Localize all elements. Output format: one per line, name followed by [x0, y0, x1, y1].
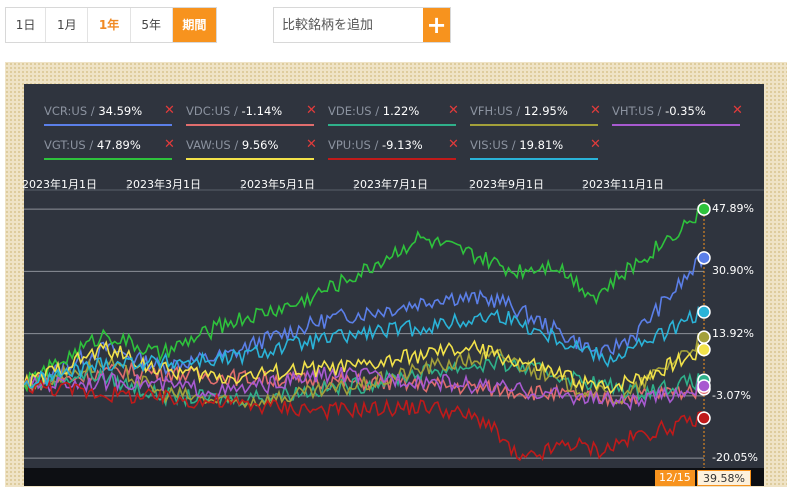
- legend-item-vcr-us: VCR:US / 34.59% ✕: [44, 103, 175, 126]
- legend-line: [328, 124, 456, 126]
- legend-value: 47.89%: [96, 138, 141, 152]
- series-end-marker: [697, 330, 711, 344]
- legend-item-vpu-us: VPU:US / -9.13% ✕: [328, 137, 459, 160]
- legend-ticker: VHT:US /: [612, 104, 666, 118]
- legend-item-vis-us: VIS:US / 19.81% ✕: [470, 137, 601, 160]
- period-selector: 1日 1月 1年 5年 期間: [5, 7, 217, 43]
- y-tick-label: -20.05%: [712, 451, 758, 465]
- remove-series-icon[interactable]: ✕: [164, 137, 175, 152]
- legend-line: [186, 124, 314, 126]
- legend-value: 34.59%: [98, 104, 143, 118]
- add-ticker-input[interactable]: [274, 8, 423, 42]
- legend-ticker: VIS:US /: [470, 138, 520, 152]
- legend-ticker: VCR:US /: [44, 104, 99, 118]
- legend-ticker: VAW:US /: [186, 138, 242, 152]
- series-end-marker: [697, 411, 711, 425]
- legend-item-vdc-us: VDC:US / -1.14% ✕: [186, 103, 317, 126]
- remove-series-icon[interactable]: ✕: [448, 137, 459, 152]
- series-line-vht-us: [24, 366, 705, 412]
- chart-plot: [24, 184, 764, 469]
- legend-line: [186, 158, 314, 160]
- remove-series-icon[interactable]: ✕: [590, 137, 601, 152]
- period-1d-button[interactable]: 1日: [6, 8, 47, 42]
- legend-ticker: VPU:US /: [328, 138, 382, 152]
- remove-series-icon[interactable]: ✕: [448, 103, 459, 118]
- period-custom-button[interactable]: 期間: [172, 8, 216, 42]
- series-line-vis-us: [24, 305, 705, 389]
- crosshair-value-label: 39.58%: [697, 470, 751, 486]
- add-ticker-button[interactable]: +: [423, 8, 450, 42]
- legend-value: -9.13%: [382, 138, 423, 152]
- legend-line: [470, 124, 598, 126]
- legend-value: 19.81%: [519, 138, 564, 152]
- legend-value: -1.14%: [241, 104, 283, 118]
- add-ticker-box: +: [273, 7, 451, 43]
- legend-line: [44, 124, 172, 126]
- legend-item-vht-us: VHT:US / -0.35% ✕: [612, 103, 743, 126]
- y-tick-label: 13.92%: [712, 326, 754, 340]
- series-end-marker: [697, 379, 711, 393]
- x-tick-label: 2023年3月1日: [126, 178, 201, 191]
- legend-value: 1.22%: [382, 104, 420, 118]
- legend-item-vfh-us: VFH:US / 12.95% ✕: [470, 103, 601, 126]
- series-end-marker: [697, 305, 711, 319]
- period-5y-button[interactable]: 5年: [131, 8, 173, 42]
- y-tick-label: 47.89%: [712, 202, 754, 216]
- x-tick-label: 2023年5月1日: [240, 178, 315, 191]
- remove-series-icon[interactable]: ✕: [590, 103, 601, 118]
- series-end-marker: [697, 251, 711, 265]
- legend-ticker: VDC:US /: [186, 104, 242, 118]
- x-tick-label: 2023年11月1日: [582, 178, 664, 191]
- series-line-vfh-us: [24, 332, 705, 409]
- legend-line: [612, 124, 740, 126]
- x-tick-label: 2023年1月1日: [22, 178, 97, 191]
- series-line-vgt-us: [24, 204, 705, 393]
- remove-series-icon[interactable]: ✕: [732, 103, 743, 118]
- legend-line: [44, 158, 172, 160]
- legend-ticker: VFH:US /: [470, 104, 524, 118]
- x-tick-label: 2023年7月1日: [353, 178, 428, 191]
- series-end-marker: [697, 202, 711, 216]
- legend-line: [328, 158, 456, 160]
- series-line-vpu-us: [24, 377, 705, 462]
- chart-footer: [24, 468, 764, 486]
- y-tick-label: -3.07%: [712, 388, 751, 402]
- legend-line: [470, 158, 598, 160]
- chart-panel: VCR:US / 34.59% ✕ VDC:US / -1.14% ✕ VDE:US /…: [22, 84, 764, 469]
- plus-icon: +: [426, 11, 447, 39]
- legend-item-vaw-us: VAW:US / 9.56% ✕: [186, 137, 317, 160]
- y-tick-label: 30.90%: [712, 264, 754, 278]
- crosshair-date-label: 12/15: [655, 470, 695, 486]
- remove-series-icon[interactable]: ✕: [164, 103, 175, 118]
- legend-item-vde-us: VDE:US / 1.22% ✕: [328, 103, 459, 126]
- remove-series-icon[interactable]: ✕: [306, 137, 317, 152]
- series-end-marker: [697, 342, 711, 357]
- legend-value: 9.56%: [241, 138, 279, 152]
- legend-ticker: VGT:US /: [44, 138, 97, 152]
- legend-value: 12.95%: [523, 104, 568, 118]
- remove-series-icon[interactable]: ✕: [306, 103, 317, 118]
- period-1m-button[interactable]: 1月: [46, 8, 89, 42]
- legend-item-vgt-us: VGT:US / 47.89% ✕: [44, 137, 175, 160]
- period-1y-button[interactable]: 1年: [88, 8, 131, 42]
- x-tick-label: 2023年9月1日: [469, 178, 544, 191]
- legend-value: -0.35%: [665, 104, 706, 118]
- legend-ticker: VDE:US /: [328, 104, 383, 118]
